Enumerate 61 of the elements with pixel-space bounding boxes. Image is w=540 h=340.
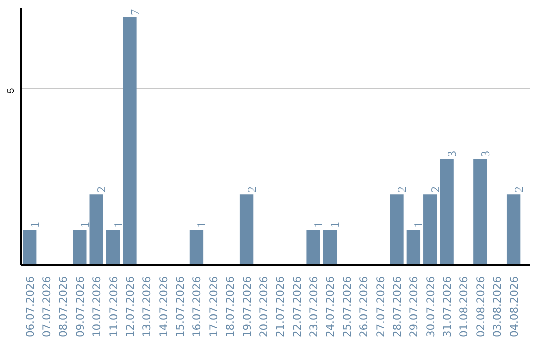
bar [190,230,204,266]
x-tick-label: 23.07.2026 [308,276,321,338]
bar [240,194,254,266]
bar [506,194,521,266]
data-label: 2 [428,186,442,193]
x-tick-label: 31.07.2026 [441,276,454,338]
data-label: 3 [478,151,492,158]
x-tick-label: 29.07.2026 [408,276,421,338]
x-tick-label: 03.08.2026 [491,276,504,338]
bar [474,159,488,266]
bar [390,194,404,266]
x-tick-label: 11.07.2026 [107,276,120,338]
x-tick-label: 19.07.2026 [240,276,254,338]
x-tick-label: 28.07.2026 [390,276,404,338]
bar [73,230,87,266]
bar [90,194,104,266]
y-tick-label: 5 [6,88,16,94]
bar [406,230,421,266]
x-tick-label: 07.07.2026 [40,276,54,338]
x-tick-label: 26.07.2026 [358,276,371,338]
x-tick-label: 12.07.2026 [124,276,137,338]
x-tick-label: 15.07.2026 [174,276,188,338]
data-label: 1 [328,222,342,228]
bar [123,17,137,266]
x-tick-label: 24.07.2026 [324,276,338,338]
data-label: 1 [412,222,426,228]
x-tick-label: 16.07.2026 [190,276,204,338]
x-tick-label: 17.07.2026 [207,276,220,338]
x-tick-label: 14.07.2026 [157,276,170,338]
bar [23,230,37,266]
data-label: 1 [28,222,42,228]
x-tick-label: 08.07.2026 [57,276,70,338]
data-label: 1 [111,222,126,228]
x-tick-label: 01.08.2026 [458,276,471,338]
data-label: 7 [128,9,142,16]
x-tick-label: 18.07.2026 [224,276,238,338]
data-label: 1 [78,222,92,228]
x-tick-label: 22.07.2026 [290,276,304,338]
bar [106,230,120,266]
bar [306,230,320,266]
x-tick-label: 30.07.2026 [424,276,438,338]
bar [440,159,454,266]
data-label: 3 [445,151,460,158]
bar [323,230,338,266]
x-tick-label: 06.07.2026 [24,276,37,338]
data-label: 2 [94,186,109,193]
data-label: 2 [394,186,409,193]
data-label: 2 [244,186,259,193]
data-label: 2 [512,186,526,193]
x-tick-label: 10.07.2026 [90,276,104,338]
x-tick-label: 21.07.2026 [274,276,288,338]
x-tick-label: 13.07.2026 [140,276,154,338]
x-tick-label: 20.07.2026 [257,276,270,338]
x-tick-label: 02.08.2026 [474,276,488,338]
x-tick-label: 27.07.2026 [374,276,388,338]
data-label: 1 [312,222,326,228]
bar [424,194,438,266]
x-tick-label: 04.08.2026 [508,276,521,338]
data-label: 1 [194,222,209,228]
x-tick-label: 25.07.2026 [340,276,354,338]
x-tick-label: 09.07.2026 [74,276,87,338]
